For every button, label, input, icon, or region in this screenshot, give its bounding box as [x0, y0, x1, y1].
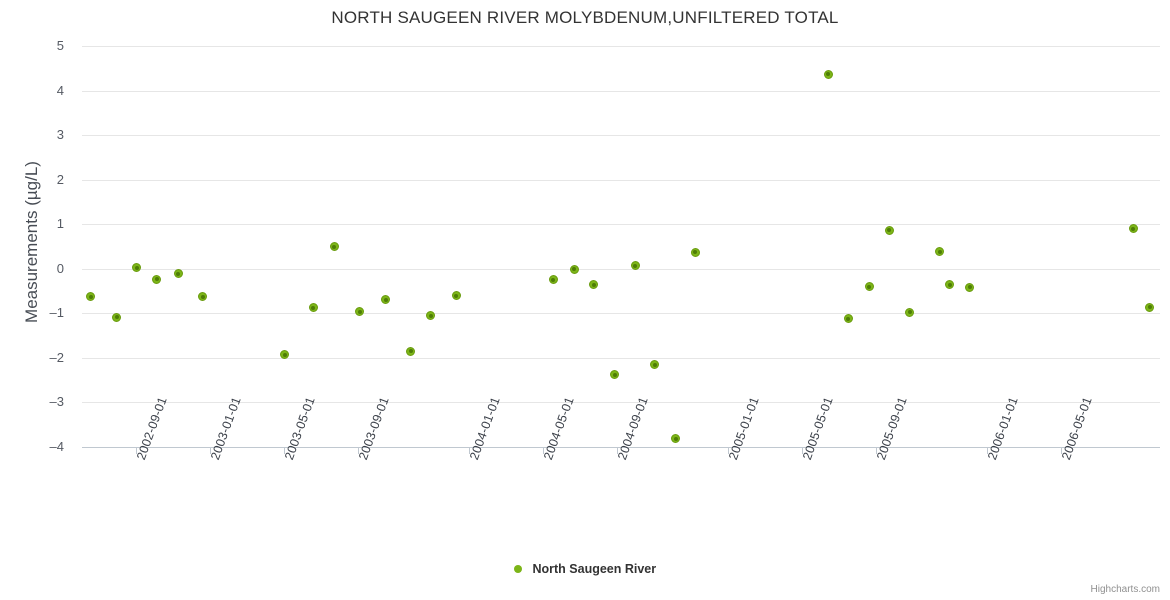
data-point[interactable] — [198, 292, 207, 301]
y-tick-label: 3 — [56, 127, 64, 143]
data-point[interactable] — [381, 295, 390, 304]
gridline-y — [82, 135, 1160, 137]
gridline-y — [82, 313, 1160, 315]
data-point[interactable] — [308, 303, 318, 312]
data-point[interactable] — [823, 69, 833, 79]
data-point[interactable] — [864, 282, 874, 291]
chart-legend: North Saugeen River — [0, 560, 1170, 576]
data-point[interactable] — [945, 280, 954, 289]
data-point[interactable] — [329, 242, 339, 251]
data-point[interactable] — [406, 346, 415, 356]
data-point[interactable] — [1145, 302, 1154, 312]
x-tick-mark — [802, 447, 803, 454]
legend-marker-icon — [513, 564, 522, 573]
data-point[interactable] — [935, 247, 944, 256]
y-axis-tick-labels: 5 4 3 2 1 0 –1 –2 –3 –4 — [0, 39, 74, 453]
x-tick-mark — [1061, 447, 1062, 454]
gridline-y — [82, 46, 1160, 47]
gridline-y — [82, 357, 1160, 359]
y-tick-label: 2 — [56, 171, 64, 187]
data-point[interactable] — [355, 307, 364, 316]
legend-item-north-saugeen-river[interactable]: North Saugeen River — [513, 560, 657, 576]
y-tick-label: 4 — [56, 82, 64, 98]
x-tick-mark — [617, 447, 618, 454]
gridline-y — [82, 224, 1160, 226]
chart-title: NORTH SAUGEEN RIVER MOLYBDENUM,UNFILTERE… — [331, 8, 839, 27]
data-point[interactable] — [843, 314, 853, 323]
data-point[interactable] — [280, 350, 289, 359]
data-point[interactable] — [86, 292, 95, 301]
data-point[interactable] — [589, 280, 598, 289]
y-tick-label: 5 — [56, 38, 64, 53]
x-tick-mark — [284, 447, 285, 454]
gridline-y — [82, 268, 1160, 270]
x-tick-mark — [876, 447, 877, 454]
y-tick-label: –1 — [49, 305, 64, 321]
gridline-y — [82, 179, 1160, 181]
x-tick-mark — [543, 447, 544, 454]
y-tick-label: –4 — [49, 439, 64, 454]
chart-credits[interactable]: Highcharts.com — [1090, 584, 1160, 595]
y-tick-label: –3 — [49, 394, 64, 410]
x-tick-mark — [358, 447, 359, 454]
legend-item-label: North Saugeen River — [532, 561, 657, 576]
data-point[interactable] — [173, 269, 183, 278]
data-point[interactable] — [630, 261, 640, 270]
data-point[interactable] — [671, 434, 680, 443]
data-point[interactable] — [610, 370, 619, 379]
data-point[interactable] — [451, 291, 461, 300]
x-tick-mark — [987, 447, 988, 454]
data-point[interactable] — [690, 247, 700, 257]
data-point[interactable] — [650, 360, 659, 369]
data-point[interactable] — [548, 275, 558, 284]
data-point[interactable] — [132, 263, 141, 272]
x-axis-line — [82, 447, 1160, 448]
y-tick-label: 0 — [56, 260, 64, 276]
data-point[interactable] — [905, 307, 914, 317]
data-point[interactable] — [965, 282, 974, 292]
data-point[interactable] — [569, 264, 579, 274]
x-tick-mark — [136, 447, 137, 454]
data-point[interactable] — [426, 311, 435, 320]
x-tick-mark — [469, 447, 470, 454]
x-tick-mark — [728, 447, 729, 454]
data-point[interactable] — [152, 274, 161, 284]
y-tick-label: 1 — [56, 216, 64, 232]
data-point[interactable] — [1128, 224, 1138, 233]
x-tick-mark — [210, 447, 211, 454]
y-tick-label: –2 — [49, 349, 64, 365]
data-point[interactable] — [884, 225, 894, 235]
gridline-y — [82, 402, 1160, 404]
data-point[interactable] — [112, 312, 121, 322]
x-axis: 2002-09-01 2003-01-01 2003-05-01 2003-09-01… — [82, 395, 1160, 557]
plot-area — [82, 46, 1160, 448]
gridline-y — [82, 90, 1160, 92]
